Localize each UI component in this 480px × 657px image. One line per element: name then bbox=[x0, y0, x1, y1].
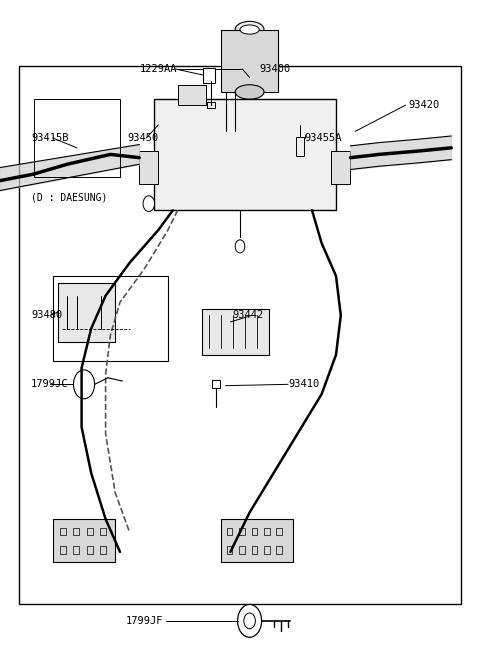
Text: 93415B: 93415B bbox=[31, 133, 69, 143]
Circle shape bbox=[244, 613, 255, 629]
Bar bbox=[239, 546, 245, 554]
Bar bbox=[227, 546, 232, 554]
Bar bbox=[264, 546, 270, 554]
Circle shape bbox=[238, 604, 262, 637]
Text: 1229AA: 1229AA bbox=[140, 64, 178, 74]
Bar bbox=[73, 546, 79, 554]
Bar bbox=[53, 519, 115, 562]
Ellipse shape bbox=[235, 22, 264, 38]
Bar bbox=[178, 85, 206, 105]
Bar bbox=[87, 528, 93, 535]
Bar bbox=[239, 528, 245, 535]
Ellipse shape bbox=[240, 25, 259, 34]
Bar bbox=[60, 528, 66, 535]
Bar bbox=[73, 528, 79, 535]
Text: 93455A: 93455A bbox=[305, 133, 342, 143]
Bar bbox=[139, 151, 158, 184]
Text: 1799JC: 1799JC bbox=[31, 379, 69, 390]
Bar bbox=[60, 546, 66, 554]
Text: 93480: 93480 bbox=[31, 310, 62, 321]
Bar bbox=[19, 66, 461, 604]
Bar bbox=[264, 528, 270, 535]
Bar bbox=[276, 528, 282, 535]
Bar bbox=[331, 151, 350, 184]
Bar bbox=[212, 380, 220, 388]
Bar bbox=[53, 276, 168, 361]
Bar bbox=[296, 137, 304, 156]
Bar bbox=[34, 99, 120, 177]
Text: 93450: 93450 bbox=[127, 133, 158, 143]
Bar bbox=[58, 283, 115, 342]
Bar bbox=[203, 68, 215, 83]
Bar bbox=[100, 528, 106, 535]
Ellipse shape bbox=[235, 85, 264, 99]
Circle shape bbox=[143, 196, 155, 212]
Bar bbox=[202, 309, 269, 355]
Text: 1799JF: 1799JF bbox=[126, 616, 163, 626]
Bar bbox=[221, 30, 278, 92]
Bar bbox=[154, 99, 336, 210]
Bar bbox=[207, 102, 215, 108]
Bar bbox=[227, 528, 232, 535]
Bar bbox=[276, 546, 282, 554]
Bar bbox=[100, 546, 106, 554]
Text: (D : DAESUNG): (D : DAESUNG) bbox=[31, 192, 108, 202]
Text: 93410: 93410 bbox=[288, 379, 319, 390]
Bar bbox=[252, 546, 257, 554]
Bar bbox=[221, 519, 293, 562]
Text: 93442: 93442 bbox=[233, 310, 264, 321]
Text: 93400: 93400 bbox=[259, 64, 290, 74]
Text: 93420: 93420 bbox=[408, 100, 439, 110]
Circle shape bbox=[235, 240, 245, 253]
Bar bbox=[252, 528, 257, 535]
Bar bbox=[87, 546, 93, 554]
Circle shape bbox=[73, 370, 95, 399]
